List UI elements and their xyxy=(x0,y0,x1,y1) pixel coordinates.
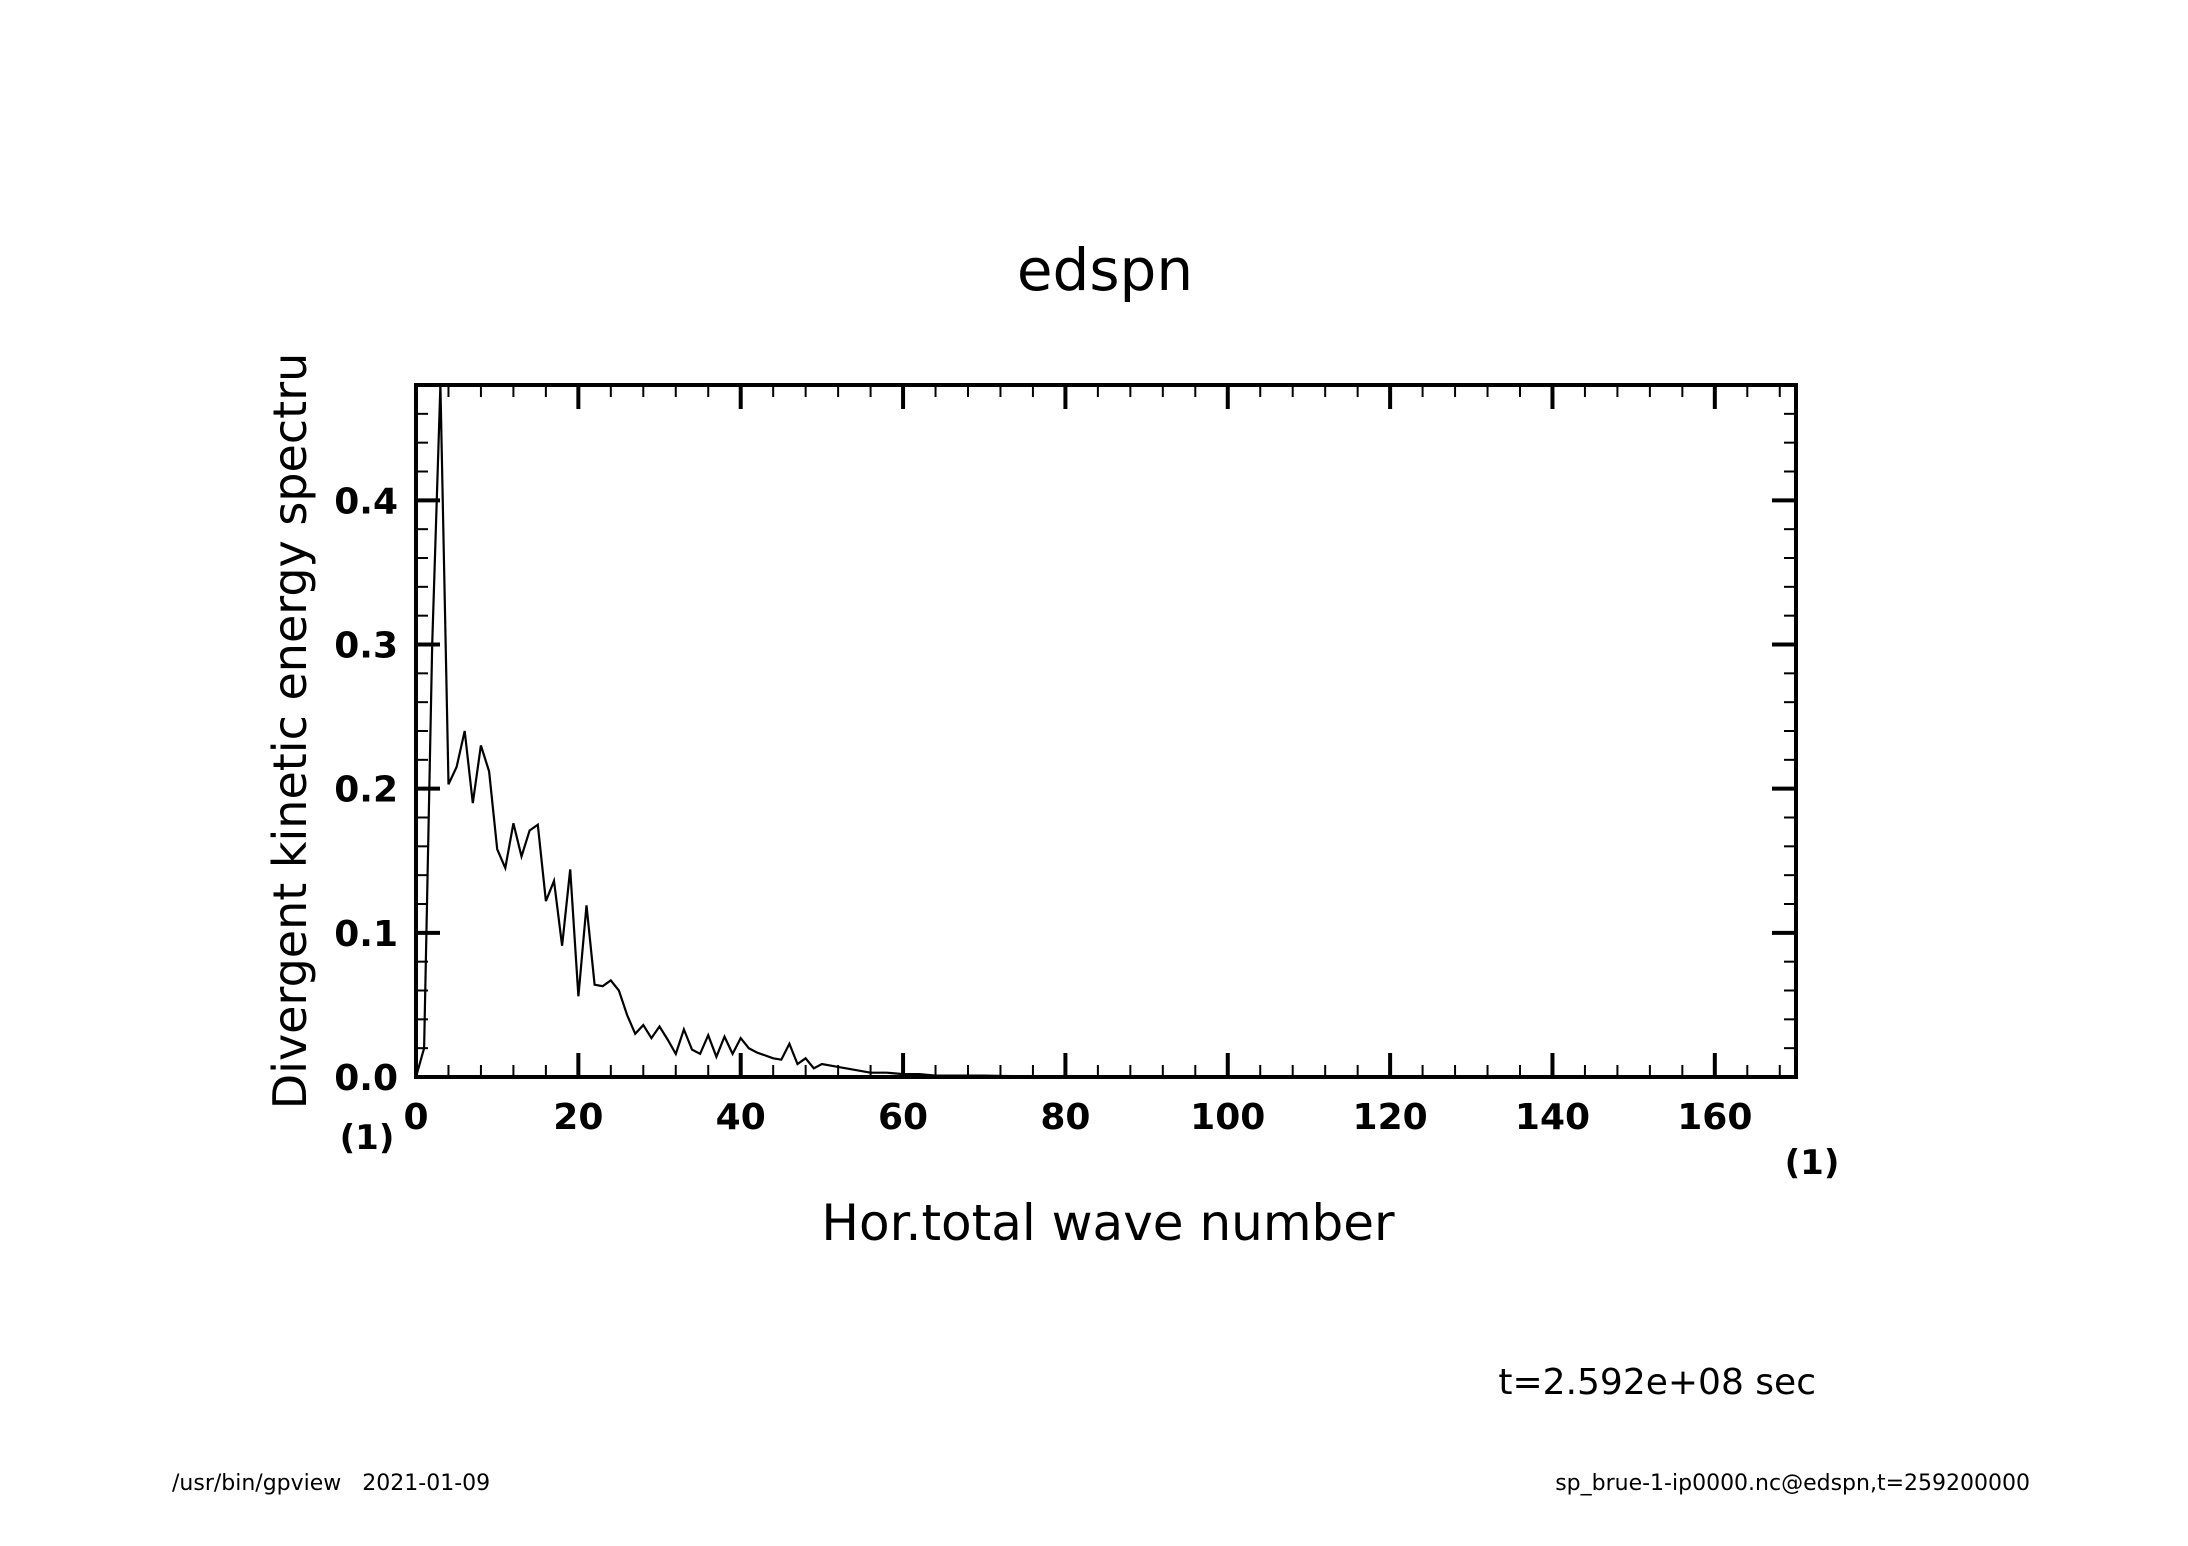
y-tick-label: 0.2 xyxy=(334,770,398,811)
data-series xyxy=(414,384,1796,1079)
y-tick-label: 0.3 xyxy=(334,626,398,667)
series-line xyxy=(414,384,1796,1079)
x-tick-label: 0 xyxy=(403,1097,428,1138)
x-tick-label: 100 xyxy=(1190,1097,1265,1138)
footer-left: /usr/bin/gpview 2021-01-09 xyxy=(172,1471,490,1496)
x-unit-label: (1) xyxy=(1785,1143,1840,1183)
x-tick-label: 160 xyxy=(1677,1097,1752,1138)
y-tick-label: 0.1 xyxy=(334,914,398,955)
time-annotation: t=2.592e+08 sec xyxy=(1498,1362,1816,1403)
x-tick-label: 60 xyxy=(878,1097,928,1138)
x-tick-label: 40 xyxy=(716,1097,766,1138)
x-tick-label: 120 xyxy=(1353,1097,1428,1138)
footer-right: sp_brue-1-ip0000.nc@edspn,t=259200000 xyxy=(1555,1471,2030,1496)
y-tick-label: 0.4 xyxy=(334,481,398,522)
x-axis-label: Hor.total wave number xyxy=(821,1194,1395,1252)
plot-frame xyxy=(414,383,1798,1079)
tick-labels: 0 20 40 60 80 100 120 140 160 0.0 0.1 0.2 0.3 0.4 xyxy=(334,481,1752,1138)
y-axis-label: Divergent kinetic energy spectru xyxy=(263,353,317,1110)
chart-title: edspn xyxy=(1017,236,1193,304)
axis-ticks xyxy=(414,384,1796,1079)
y-tick-label: 0.0 xyxy=(334,1058,398,1099)
y-unit-label: (1) xyxy=(340,1118,395,1158)
x-tick-label: 20 xyxy=(553,1097,603,1138)
x-tick-label: 140 xyxy=(1515,1097,1590,1138)
x-tick-label: 80 xyxy=(1040,1097,1090,1138)
